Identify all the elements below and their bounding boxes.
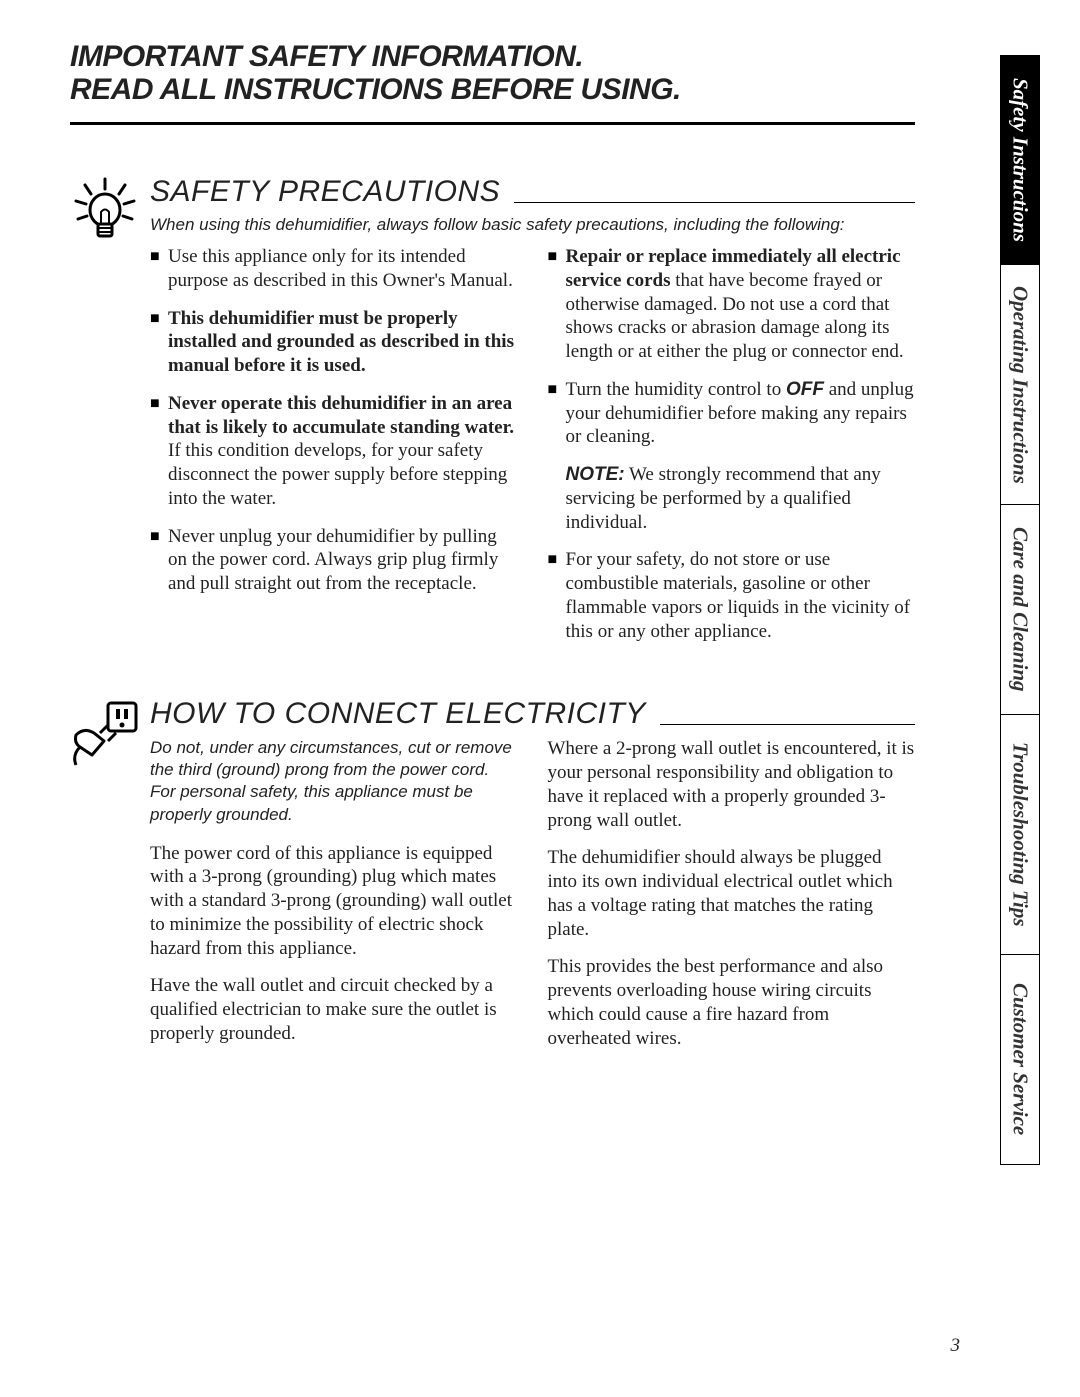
bullet-icon: ■ (548, 548, 566, 643)
left-column: Do not, under any circumstances, cut or … (150, 737, 518, 1064)
title-line-2: READ ALL INSTRUCTIONS BEFORE USING. (70, 73, 1020, 106)
paragraph-group: The power cord of this appliance is equi… (150, 842, 518, 1046)
left-column: ■Use this appliance only for its intende… (150, 245, 518, 657)
title-line-1: IMPORTANT SAFETY INFORMATION. (70, 40, 1020, 73)
side-tab[interactable]: Safety Instructions (1000, 55, 1040, 265)
section-connect-electricity: HOW TO CONNECT ELECTRICITY Do not, under… (70, 697, 915, 1064)
right-column: Where a 2-prong wall outlet is encounter… (548, 737, 916, 1064)
section-title: SAFETY PRECAUTIONS (150, 175, 514, 209)
bullet-icon: ■ (548, 245, 566, 364)
section-rule (660, 724, 915, 725)
side-tabs: Safety InstructionsOperating Instruction… (1000, 55, 1040, 1235)
plug-icon (70, 697, 150, 774)
list-item-text: For your safety, do not store or use com… (566, 548, 916, 643)
section-body: HOW TO CONNECT ELECTRICITY Do not, under… (150, 697, 915, 1064)
body-paragraph: Have the wall outlet and circuit checked… (150, 974, 518, 1045)
section-title: HOW TO CONNECT ELECTRICITY (150, 697, 660, 731)
section-safety-precautions: SAFETY PRECAUTIONS When using this dehum… (70, 175, 915, 657)
list-item-text: Never operate this dehumidifier in an ar… (168, 392, 518, 511)
section-head: HOW TO CONNECT ELECTRICITY (150, 697, 915, 731)
warning-text: Do not, under any circumstances, cut or … (150, 737, 518, 825)
list-item: ■Never unplug your dehumidifier by pulli… (150, 525, 518, 596)
body-paragraph: Where a 2-prong wall outlet is encounter… (548, 737, 916, 832)
bullet-icon: ■ (548, 378, 566, 449)
bullet-icon: ■ (150, 307, 168, 378)
section-head: SAFETY PRECAUTIONS (150, 175, 915, 209)
bullet-list: ■Use this appliance only for its intende… (150, 245, 518, 596)
list-item: ■For your safety, do not store or use co… (548, 548, 916, 643)
bullet-list: ■Repair or replace immediately all elect… (548, 245, 916, 643)
columns: Do not, under any circumstances, cut or … (150, 737, 915, 1064)
side-tab[interactable]: Troubleshooting Tips (1000, 715, 1040, 955)
bullet-icon: ■ (150, 245, 168, 293)
section-intro: When using this dehumidifier, always fol… (150, 215, 915, 235)
list-item-text: Never unplug your dehumidifier by pullin… (168, 525, 518, 596)
bullet-icon: ■ (150, 392, 168, 511)
list-item: ■Never operate this dehumidifier in an a… (150, 392, 518, 511)
body-paragraph: The dehumidifier should always be plugge… (548, 846, 916, 941)
columns: ■Use this appliance only for its intende… (150, 245, 915, 657)
list-item-text: Use this appliance only for its intended… (168, 245, 518, 293)
list-item-text: Repair or replace immediately all electr… (566, 245, 916, 364)
right-column: ■Repair or replace immediately all elect… (548, 245, 916, 657)
paragraph-group: Where a 2-prong wall outlet is encounter… (548, 737, 916, 1050)
section-rule (514, 202, 915, 203)
side-tab[interactable]: Operating Instructions (1000, 265, 1040, 505)
list-item: ■Repair or replace immediately all elect… (548, 245, 916, 364)
list-item: ■Use this appliance only for its intende… (150, 245, 518, 293)
main-title: IMPORTANT SAFETY INFORMATION. READ ALL I… (70, 40, 1020, 106)
side-tab[interactable]: Care and Cleaning (1000, 505, 1040, 715)
page: IMPORTANT SAFETY INFORMATION. READ ALL I… (0, 0, 1080, 1397)
body-paragraph: The power cord of this appliance is equi… (150, 842, 518, 961)
note-text: NOTE: We strongly recommend that any ser… (566, 463, 916, 534)
side-tab[interactable]: Customer Service (1000, 955, 1040, 1165)
list-item-text: This dehumidifier must be properly insta… (168, 307, 518, 378)
list-item: ■This dehumidifier must be properly inst… (150, 307, 518, 378)
title-rule (70, 122, 915, 125)
body-paragraph: This provides the best performance and a… (548, 955, 916, 1050)
bullet-icon: ■ (150, 525, 168, 596)
list-item-text: Turn the humidity control to OFF and unp… (566, 378, 916, 449)
list-item: ■Turn the humidity control to OFF and un… (548, 378, 916, 449)
page-number: 3 (951, 1335, 961, 1357)
lightbulb-icon (70, 175, 150, 252)
section-body: SAFETY PRECAUTIONS When using this dehum… (150, 175, 915, 657)
